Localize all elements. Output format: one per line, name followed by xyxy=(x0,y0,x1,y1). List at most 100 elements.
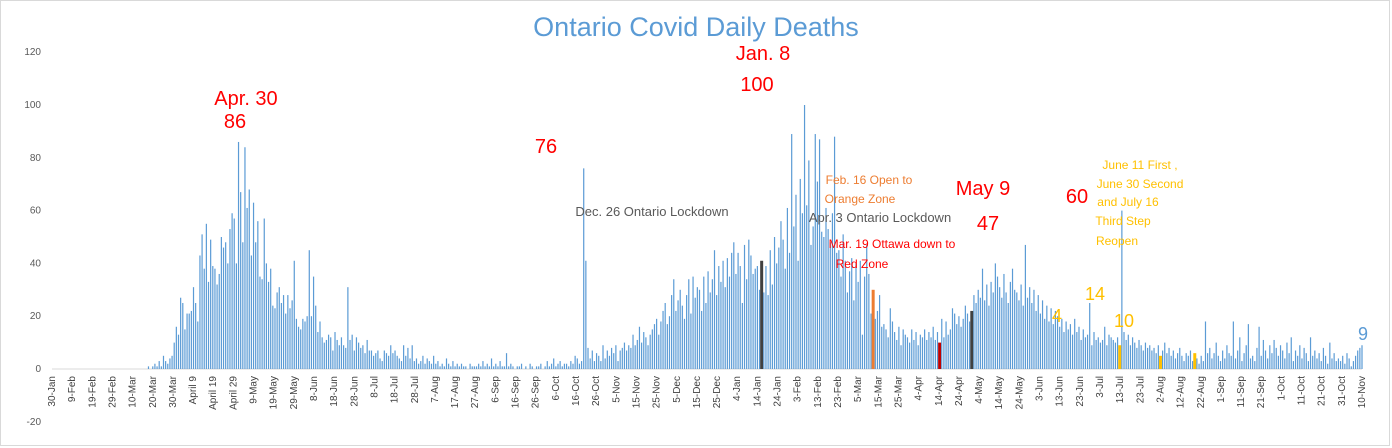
bar xyxy=(1078,326,1080,369)
x-tick-label: 15-Mar xyxy=(873,375,884,407)
bar xyxy=(634,345,636,369)
bar xyxy=(962,318,964,369)
x-tick-label: 14-Apr xyxy=(934,375,945,406)
bar xyxy=(626,350,628,369)
bar xyxy=(512,366,514,369)
bar xyxy=(760,260,764,369)
bar xyxy=(1149,345,1151,369)
bar xyxy=(428,361,430,369)
bar xyxy=(996,276,999,369)
bar xyxy=(1297,355,1299,369)
bar xyxy=(585,260,587,369)
bar xyxy=(229,229,231,369)
bar xyxy=(261,279,263,369)
x-tick-label: 8-Jun xyxy=(309,376,320,401)
bar xyxy=(831,213,834,369)
bar xyxy=(941,318,943,369)
bar xyxy=(1331,358,1333,369)
bar xyxy=(370,350,373,369)
bar xyxy=(866,244,868,369)
bar xyxy=(1142,350,1144,369)
bar xyxy=(460,363,463,369)
bar xyxy=(1084,337,1087,369)
bar xyxy=(964,305,966,369)
bar xyxy=(718,266,720,369)
bar xyxy=(919,334,921,369)
bar xyxy=(214,268,216,369)
bar xyxy=(285,313,287,369)
bar xyxy=(375,353,377,369)
bar xyxy=(1056,316,1059,369)
x-tick-label: 27-Aug xyxy=(470,376,481,408)
x-tick-label: 11-Sep xyxy=(1236,376,1247,408)
bar xyxy=(915,332,917,369)
bar xyxy=(388,355,390,369)
bar xyxy=(1185,353,1187,369)
bar xyxy=(1333,353,1335,369)
bar xyxy=(1200,355,1202,369)
x-tick-label: April 9 xyxy=(188,376,199,405)
bar xyxy=(692,276,694,369)
bar xyxy=(192,287,195,369)
bar xyxy=(463,366,465,369)
bar xyxy=(443,366,445,369)
bar xyxy=(1207,353,1209,369)
bar xyxy=(1095,339,1097,369)
bar xyxy=(244,147,246,369)
bar xyxy=(613,353,615,369)
bar xyxy=(336,339,338,369)
bar xyxy=(484,366,486,369)
y-tick-label: 80 xyxy=(30,153,42,164)
bar xyxy=(756,266,758,369)
bar xyxy=(990,281,992,369)
bar xyxy=(177,334,180,369)
bar xyxy=(1061,318,1063,369)
bar xyxy=(456,363,458,369)
bar xyxy=(778,247,780,369)
x-tick-label: 2-Aug xyxy=(1155,376,1166,403)
bar xyxy=(896,339,898,369)
bar xyxy=(728,276,731,369)
bar xyxy=(1258,326,1260,369)
bar xyxy=(932,326,934,369)
bar xyxy=(1022,305,1024,369)
bar xyxy=(1241,361,1243,369)
bar xyxy=(400,361,403,369)
bar xyxy=(1299,345,1301,369)
bar xyxy=(1033,289,1035,369)
bar xyxy=(1009,281,1011,369)
bar xyxy=(553,358,555,369)
bar xyxy=(1211,358,1213,369)
bar xyxy=(1106,345,1108,369)
bar xyxy=(1329,342,1331,369)
bar xyxy=(870,313,872,369)
bar xyxy=(1157,345,1159,369)
bar xyxy=(1069,324,1072,369)
bar xyxy=(765,266,767,369)
bar xyxy=(696,287,698,369)
bar xyxy=(1118,345,1122,369)
bar xyxy=(1011,268,1014,369)
bar xyxy=(926,339,928,369)
bar xyxy=(1262,339,1264,369)
bar xyxy=(954,313,956,369)
bar xyxy=(312,276,315,369)
bar xyxy=(184,329,186,369)
bar xyxy=(825,207,827,369)
bar xyxy=(358,342,360,369)
bar xyxy=(201,234,203,369)
bar xyxy=(508,366,510,369)
bar xyxy=(435,363,437,369)
bar xyxy=(182,303,184,369)
bar xyxy=(154,363,156,369)
x-tick-label: 3-Jul xyxy=(1095,376,1106,398)
bar xyxy=(598,355,600,369)
bar xyxy=(1168,347,1170,369)
bar xyxy=(233,218,235,369)
bar xyxy=(212,266,214,369)
bar xyxy=(763,292,765,369)
bar xyxy=(911,329,913,369)
x-tick-label: 9-Feb xyxy=(67,376,78,403)
x-tick-label: 13-Feb xyxy=(813,376,824,408)
